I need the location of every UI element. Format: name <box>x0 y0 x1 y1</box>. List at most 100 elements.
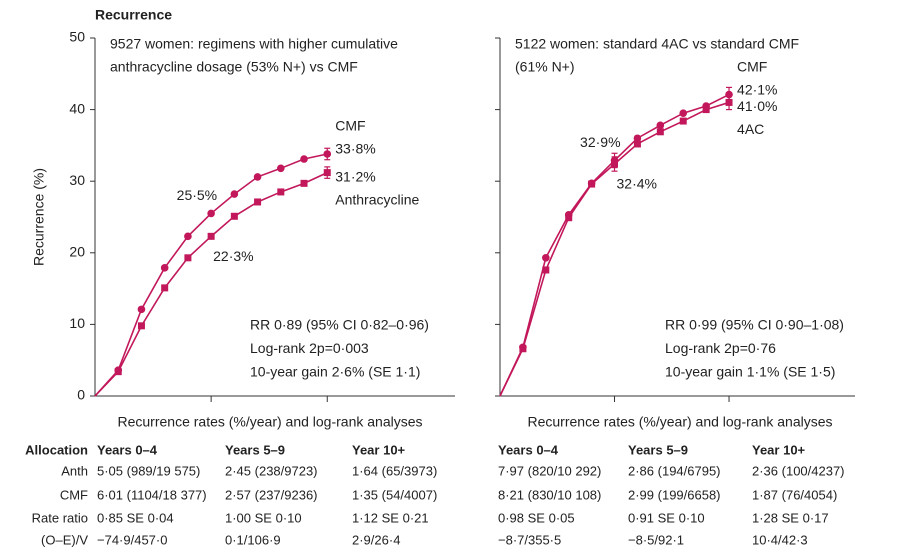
marker <box>253 173 262 181</box>
marker <box>137 322 145 330</box>
table-cell: −74·9/457·0 <box>97 532 167 547</box>
table-cell: 2·86 (194/6795) <box>628 463 721 478</box>
row-label: Rate ratio <box>32 510 88 525</box>
marker <box>611 160 619 168</box>
marker <box>207 209 215 218</box>
value-label: 32·4% <box>617 176 657 192</box>
x-axis-label: Recurrence rates (%/year) and log-rank a… <box>527 414 832 430</box>
y-tick-label: 40 <box>69 100 85 116</box>
table-cell: 1·12 SE 0·21 <box>352 510 429 525</box>
table-cell: 0·91 SE 0·10 <box>628 510 705 525</box>
table-cell: 2·99 (199/6658) <box>628 487 721 502</box>
value-label: 42·1% <box>737 81 777 97</box>
marker <box>588 180 596 188</box>
table-cell: 1·28 SE 0·17 <box>752 510 829 525</box>
marker <box>161 284 169 292</box>
marker <box>656 121 665 130</box>
stat-line: RR 0·89 (95% CI 0·82–0·96) <box>250 317 429 333</box>
x-axis-label: Recurrence rates (%/year) and log-rank a… <box>117 414 422 430</box>
marker <box>184 254 192 262</box>
marker <box>542 266 550 274</box>
value-label: 31·2% <box>335 168 375 184</box>
value-label: 33·8% <box>335 141 375 157</box>
table-cell: 2·57 (237/9236) <box>225 487 318 502</box>
marker <box>184 232 192 241</box>
table-cell: 2·36 (100/4237) <box>752 463 845 478</box>
table-cell: −8·7/355·5 <box>498 532 561 547</box>
marker <box>702 106 710 114</box>
marker <box>230 190 239 198</box>
stat-line: RR 0·99 (95% CI 0·90–1·08) <box>665 317 844 333</box>
table-header: Years 0–4 <box>498 442 559 457</box>
table-cell: 7·97 (820/10 292) <box>498 463 601 478</box>
figure-title: Recurrence <box>95 7 172 23</box>
marker <box>323 150 332 158</box>
marker <box>323 169 331 177</box>
marker <box>160 264 169 272</box>
series-name: 4AC <box>737 121 764 137</box>
table-cell: 1·00 SE 0·10 <box>225 510 302 525</box>
table-cell: 5·05 (989/19 575) <box>97 463 200 478</box>
value-label: 32·9% <box>580 134 620 150</box>
table-header: Year 10+ <box>352 442 406 457</box>
y-tick-label: 0 <box>77 387 85 403</box>
marker <box>656 128 664 136</box>
marker <box>300 179 308 187</box>
subtitle: 5122 women: standard 4AC vs standard CMF <box>515 36 799 52</box>
row-label: CMF <box>60 487 88 502</box>
table-cell: 8·21 (830/10 108) <box>498 487 601 502</box>
series-name: CMF <box>737 58 767 74</box>
marker <box>300 155 308 163</box>
table-cell: 0·98 SE 0·05 <box>498 510 575 525</box>
marker <box>633 134 642 143</box>
row-label: Anth <box>61 463 88 478</box>
y-tick-label: 20 <box>69 244 85 260</box>
row-label: (O–E)/V <box>41 532 88 547</box>
marker <box>277 188 285 196</box>
subtitle: (61% N+) <box>515 59 575 75</box>
marker <box>254 198 262 206</box>
marker <box>679 109 688 117</box>
subtitle: anthracycline dosage (53% N+) vs CMF <box>110 59 358 75</box>
table-cell: 10·4/42·3 <box>752 532 808 547</box>
table-header: Year 10+ <box>752 442 806 457</box>
stat-line: 10-year gain 1·1% (SE 1·5) <box>665 364 835 380</box>
table-cell: 1·64 (65/3973) <box>352 463 437 478</box>
marker <box>230 212 238 220</box>
table-header: Years 0–4 <box>97 442 158 457</box>
y-tick-label: 10 <box>69 315 85 331</box>
value-label: 22·3% <box>213 248 253 264</box>
series-name: CMF <box>335 118 365 134</box>
marker <box>679 117 687 125</box>
marker <box>725 98 733 106</box>
table-cell: −8·5/92·1 <box>628 532 684 547</box>
table-header: Allocation <box>25 442 88 457</box>
marker <box>725 90 733 99</box>
table-cell: 1·87 (76/4054) <box>752 487 837 502</box>
table-cell: 2·9/26·4 <box>352 532 400 547</box>
table-cell: 2·45 (238/9723) <box>225 463 318 478</box>
marker <box>277 164 285 173</box>
subtitle: 9527 women: regimens with higher cumulat… <box>110 36 398 52</box>
table-cell: 0·85 SE 0·04 <box>97 510 174 525</box>
table-header: Years 5–9 <box>628 442 688 457</box>
y-tick-label: 30 <box>69 172 85 188</box>
series-line <box>94 171 328 397</box>
marker <box>633 140 641 148</box>
stat-line: Log-rank 2p=0·76 <box>665 340 776 356</box>
value-label: 41·0% <box>737 98 777 114</box>
marker <box>207 232 215 240</box>
table-cell: 1·35 (54/4007) <box>352 487 437 502</box>
stat-line: Log-rank 2p=0·003 <box>250 340 369 356</box>
table-header: Years 5–9 <box>225 442 285 457</box>
stat-line: 10-year gain 2·6% (SE 1·1) <box>250 364 420 380</box>
value-label: 25·5% <box>177 187 217 203</box>
y-tick-label: 50 <box>69 29 85 45</box>
marker <box>137 305 146 314</box>
table-cell: 6·01 (1104/18 377) <box>97 487 207 502</box>
marker <box>114 368 122 376</box>
y-axis-label: Recurrence (%) <box>31 168 47 266</box>
marker <box>542 254 550 262</box>
marker <box>519 345 527 353</box>
